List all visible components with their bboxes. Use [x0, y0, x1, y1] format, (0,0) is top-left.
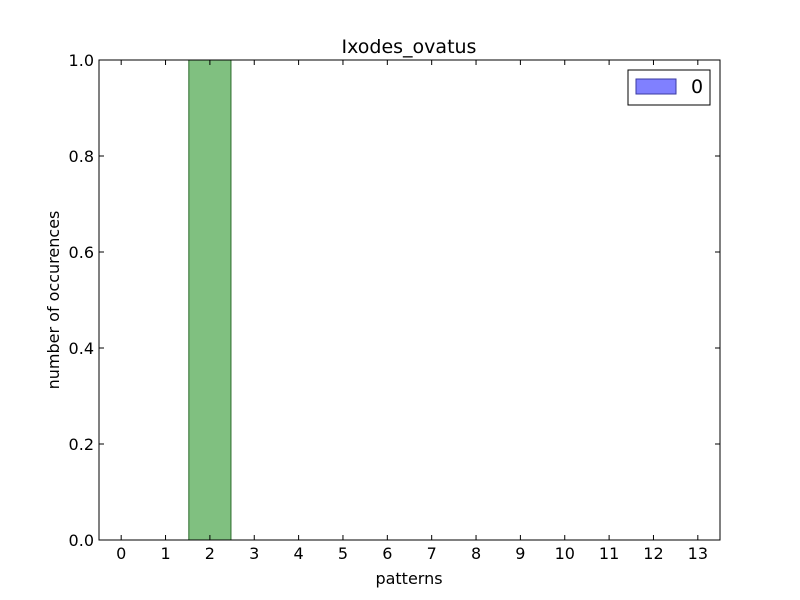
y-tick-label: 0.8: [69, 147, 94, 166]
x-tick-label: 7: [427, 544, 437, 563]
x-tick-label: 3: [249, 544, 259, 563]
x-tick-label: 1: [160, 544, 170, 563]
x-tick-label: 12: [643, 544, 663, 563]
x-tick-label: 13: [688, 544, 708, 563]
x-tick-label: 10: [555, 544, 575, 563]
bars-layer: [188, 59, 232, 541]
x-tick-label: 5: [338, 544, 348, 563]
x-tick-label: 0: [116, 544, 126, 563]
x-axis-label: patterns: [375, 569, 442, 588]
x-ticks-layer: 0 1 2 3 4 5 6 7 8 9 10 11 12 13: [116, 60, 708, 563]
legend-label: 0: [691, 76, 703, 98]
chart-title: Ixodes_ovatus: [342, 36, 477, 58]
legend: 0: [627, 69, 711, 106]
x-tick-label: 9: [515, 544, 525, 563]
y-tick-label: 0.0: [69, 531, 94, 550]
y-tick-label: 0.4: [69, 339, 94, 358]
bar-2: [188, 59, 232, 541]
y-tick-label: 0.2: [69, 435, 94, 454]
plot-frame: [98, 59, 721, 541]
y-tick-label: 0.6: [69, 243, 94, 262]
x-tick-label: 8: [471, 544, 481, 563]
x-tick-label: 11: [599, 544, 619, 563]
y-tick-label: 1.0: [69, 51, 94, 70]
y-axis-label: number of occurences: [44, 211, 63, 390]
legend-swatch: [635, 78, 677, 95]
y-ticks-layer: 0.0 0.2 0.4 0.6 0.8 1.0: [69, 51, 720, 550]
x-tick-label: 6: [382, 544, 392, 563]
x-tick-label: 4: [294, 544, 304, 563]
x-tick-label: 2: [205, 544, 215, 563]
